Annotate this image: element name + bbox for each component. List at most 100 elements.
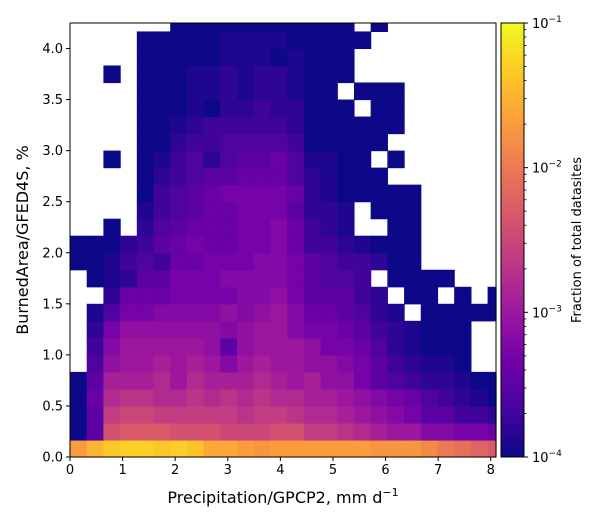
heatmap-cell xyxy=(220,150,238,169)
heatmap-cell xyxy=(387,269,405,288)
heatmap-cell xyxy=(86,269,104,288)
heatmap-cell xyxy=(287,303,305,322)
heatmap-cell xyxy=(337,388,355,407)
heatmap-cell xyxy=(186,405,205,424)
x-tick-label: 7 xyxy=(434,463,442,478)
heatmap-cell xyxy=(287,48,305,67)
heatmap-cell xyxy=(186,303,205,322)
heatmap-cell xyxy=(337,320,355,339)
heatmap-cell xyxy=(136,252,155,271)
heatmap-cell xyxy=(170,167,188,186)
heatmap-cell xyxy=(253,439,272,458)
heatmap-cell xyxy=(303,235,322,254)
heatmap-cells xyxy=(70,23,497,458)
heatmap-cell xyxy=(253,218,272,237)
heatmap-cell xyxy=(186,150,205,169)
heatmap-cell xyxy=(136,286,155,305)
heatmap-cell xyxy=(103,388,121,407)
heatmap-cell xyxy=(387,405,405,424)
heatmap-cell xyxy=(387,303,405,322)
heatmap-cell xyxy=(203,422,221,441)
heatmap-cell xyxy=(404,269,422,288)
heatmap-cell xyxy=(203,388,221,407)
heatmap-cell xyxy=(337,201,355,220)
heatmap-cell xyxy=(454,405,472,424)
heatmap-cell xyxy=(387,82,405,101)
heatmap-cell xyxy=(186,252,205,271)
heatmap-cell xyxy=(303,65,322,84)
heatmap-cell xyxy=(253,116,272,135)
heatmap-cell xyxy=(270,405,288,424)
heatmap-cell xyxy=(136,150,155,169)
heatmap-cell xyxy=(120,286,138,305)
heatmap-cell xyxy=(220,269,238,288)
heatmap-cell xyxy=(437,269,455,288)
heatmap-cell xyxy=(404,388,422,407)
heatmap-cell xyxy=(287,422,305,441)
heatmap-cell xyxy=(253,286,272,305)
heatmap-cell xyxy=(86,337,104,356)
heatmap-cell xyxy=(487,439,497,458)
heatmap-cell xyxy=(420,422,439,441)
heatmap-cell xyxy=(270,133,288,152)
heatmap-cell xyxy=(320,167,338,186)
heatmap-cell xyxy=(136,82,155,101)
heatmap-cell xyxy=(270,337,288,356)
heatmap-cell xyxy=(420,405,439,424)
heatmap-cell xyxy=(320,116,338,135)
heatmap-cell xyxy=(287,218,305,237)
heatmap-cell xyxy=(220,388,238,407)
heatmap-cell xyxy=(370,116,388,135)
heatmap-cell xyxy=(136,371,155,390)
heatmap-cell xyxy=(120,235,138,254)
heatmap-cell xyxy=(237,303,255,322)
heatmap-cell xyxy=(103,405,121,424)
heatmap-cell xyxy=(220,201,238,220)
heatmap-cell xyxy=(237,320,255,339)
heatmap-cell xyxy=(270,201,288,220)
heatmap-cell xyxy=(237,184,255,203)
heatmap-cell xyxy=(203,82,221,101)
heatmap-cell xyxy=(270,184,288,203)
heatmap-cell xyxy=(303,439,322,458)
heatmap-cell xyxy=(320,48,338,67)
heatmap-cell xyxy=(437,371,455,390)
heatmap-cell xyxy=(303,422,322,441)
heatmap-cell xyxy=(487,286,497,305)
heatmap-cell xyxy=(186,65,205,84)
heatmap-cell xyxy=(186,184,205,203)
heatmap-cell xyxy=(303,405,322,424)
heatmap-cell xyxy=(120,439,138,458)
heatmap-cell xyxy=(303,184,322,203)
heatmap-cell xyxy=(153,99,171,118)
heatmap-cell xyxy=(170,82,188,101)
heatmap-cell xyxy=(237,99,255,118)
heatmap-cell xyxy=(203,150,221,169)
heatmap-cell xyxy=(320,252,338,271)
heatmap-cell xyxy=(270,65,288,84)
heatmap-cell xyxy=(420,269,439,288)
heatmap-cell xyxy=(170,337,188,356)
y-tick-label: 2.0 xyxy=(42,246,63,261)
heatmap-cell xyxy=(470,422,489,441)
heatmap-cell xyxy=(270,167,288,186)
heatmap-cell xyxy=(404,286,422,305)
heatmap-cell xyxy=(186,269,205,288)
heatmap-cell xyxy=(170,405,188,424)
heatmap-cell xyxy=(270,218,288,237)
heatmap-cell xyxy=(370,371,388,390)
colorbar-tick-label: 10−1 xyxy=(532,15,562,32)
heatmap-cell xyxy=(186,439,205,458)
heatmap-cell xyxy=(303,116,322,135)
heatmap-cell xyxy=(270,439,288,458)
heatmap-cell xyxy=(237,201,255,220)
heatmap-cell xyxy=(186,320,205,339)
heatmap-cell xyxy=(253,405,272,424)
heatmap-cell xyxy=(303,82,322,101)
heatmap-cell xyxy=(370,82,388,101)
x-tick-label: 3 xyxy=(224,463,232,478)
heatmap-cell xyxy=(303,150,322,169)
heatmap-cell xyxy=(487,303,497,322)
colorbar xyxy=(500,22,525,458)
heatmap-cell xyxy=(270,99,288,118)
